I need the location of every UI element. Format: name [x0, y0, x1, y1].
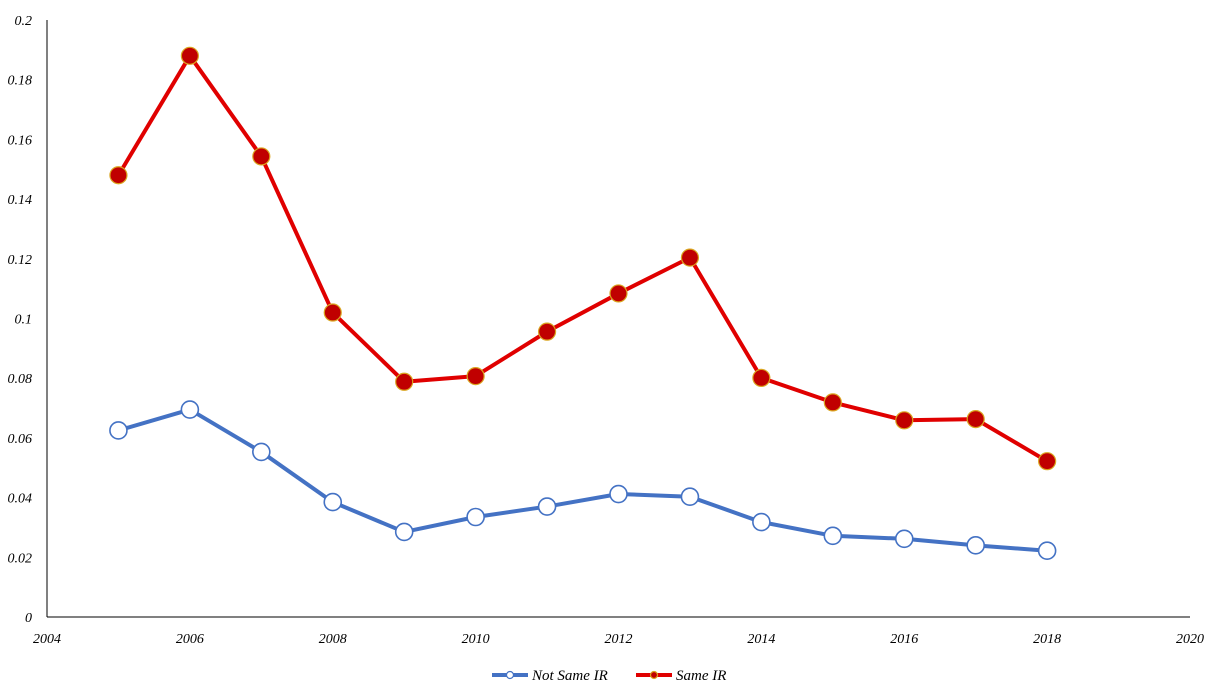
- data-point: [466, 507, 485, 527]
- y-tick-label: 0.18: [8, 74, 33, 89]
- series-line: [116, 53, 1050, 464]
- data-point: [323, 492, 343, 512]
- data-point: [895, 411, 914, 430]
- data-point: [680, 487, 700, 507]
- x-tick-label: 2006: [176, 632, 204, 647]
- data-point: [966, 409, 985, 429]
- data-point: [894, 529, 914, 549]
- data-point: [252, 442, 271, 462]
- y-tick-label: 0.2: [15, 14, 33, 29]
- data-point: [680, 248, 700, 267]
- data-point: [180, 400, 200, 419]
- series-1: [109, 46, 1057, 471]
- data-point: [109, 166, 128, 185]
- y-tick-label: 0.08: [8, 372, 33, 387]
- data-point: [537, 322, 557, 341]
- x-tick-label: 2020: [1176, 632, 1204, 647]
- data-point: [823, 393, 842, 412]
- y-tick-label: 0.1: [15, 313, 33, 328]
- x-tick-label: 2012: [605, 632, 633, 647]
- data-point: [323, 303, 342, 322]
- x-tick-label: 2016: [890, 632, 918, 647]
- data-point: [823, 526, 843, 546]
- data-point: [609, 284, 628, 303]
- x-tick-label: 2008: [319, 632, 347, 647]
- y-tick-label: 0.16: [8, 133, 33, 148]
- y-tick-label: 0.04: [8, 492, 33, 507]
- data-point: [109, 421, 128, 440]
- y-tick-label: 0.12: [8, 253, 33, 268]
- x-tick-label: 2018: [1033, 632, 1061, 647]
- y-tick-label: 0: [25, 611, 32, 626]
- data-point: [1038, 452, 1057, 471]
- axes: [46, 20, 1190, 618]
- y-tick-label: 0.02: [8, 551, 33, 566]
- data-point: [966, 536, 985, 555]
- y-tick-label: 0.06: [8, 432, 33, 447]
- data-point: [609, 484, 628, 504]
- data-point: [252, 147, 271, 166]
- data-point: [180, 46, 199, 65]
- data-point: [395, 372, 414, 391]
- legend-label: Not Same IR: [531, 668, 608, 684]
- x-tick-label: 2010: [462, 632, 490, 647]
- x-tick-label: 2014: [747, 632, 775, 647]
- data-point: [752, 512, 771, 532]
- legend-entry: Same IR: [636, 668, 726, 684]
- x-tick-labels: 2004 2006 2008 2010 2012 2014 2016 2018 2020: [33, 632, 1204, 647]
- series-layer: [109, 46, 1057, 561]
- x-tick-label: 2004: [33, 632, 61, 647]
- data-point: [394, 522, 414, 542]
- data-point: [466, 367, 485, 386]
- series-0: [109, 400, 1057, 561]
- data-point: [537, 497, 557, 516]
- legend-marker: [649, 670, 659, 680]
- data-point: [1037, 541, 1057, 561]
- data-point: [752, 368, 771, 388]
- legend-label: Same IR: [676, 668, 726, 684]
- legend-entry: Not Same IR: [492, 668, 608, 684]
- y-tick-labels: 0 0.02 0.04 0.06 0.08 0.1 0.12 0.14 0.16 0.18 0.2: [8, 14, 33, 626]
- y-tick-label: 0.14: [8, 193, 33, 208]
- legend-marker: [505, 670, 515, 680]
- series-line: [116, 407, 1050, 553]
- legend: Not Same IR Same IR: [492, 668, 726, 684]
